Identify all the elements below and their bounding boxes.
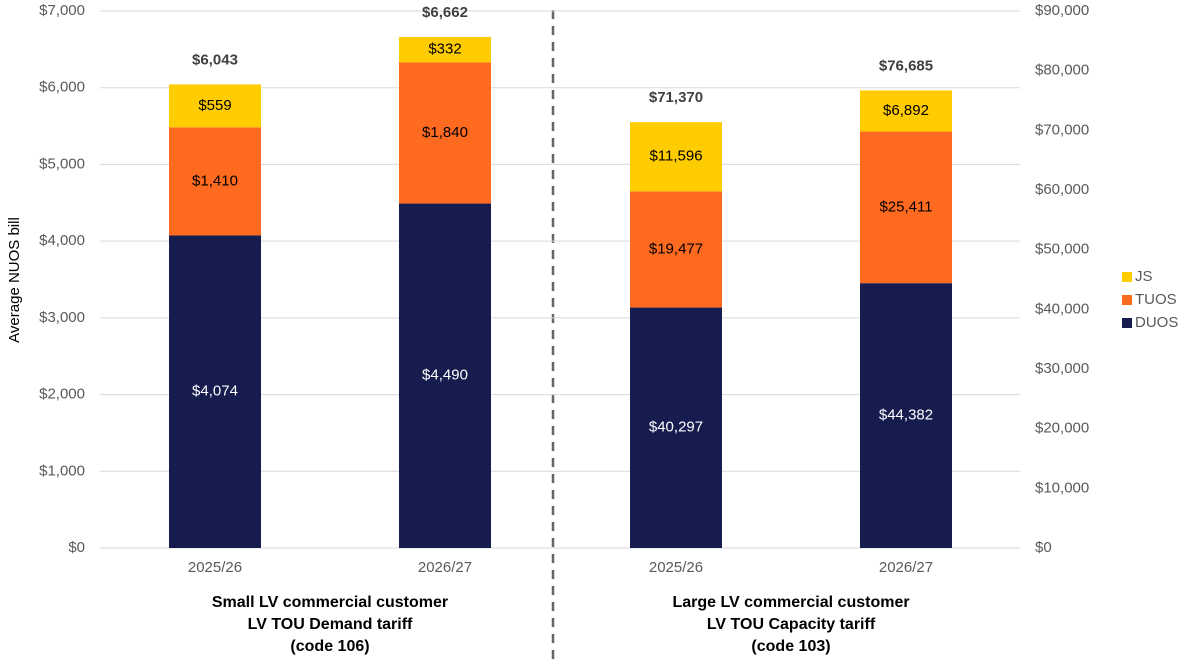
y2-tick-label: $80,000 [1035, 62, 1089, 79]
x-tick-label: 2026/27 [879, 559, 933, 576]
total-label: $71,370 [649, 89, 703, 106]
x-tick-label: 2025/26 [188, 559, 242, 576]
y-tick-label: $4,000 [39, 232, 85, 249]
y-tick-label: $7,000 [39, 2, 85, 19]
legend-label: TUOS [1135, 291, 1177, 308]
bar-segment [630, 122, 722, 192]
legend-swatch [1122, 318, 1132, 328]
bar-segment [860, 283, 952, 548]
value-label: $25,411 [879, 198, 932, 215]
legend-swatch [1122, 272, 1132, 282]
group-label: LV TOU Capacity tariff [707, 616, 876, 633]
total-label: $6,043 [192, 51, 238, 68]
y-tick-label: $0 [68, 539, 85, 556]
bar-segment [169, 84, 261, 128]
legend-label: DUOS [1135, 314, 1178, 331]
y2-tick-label: $30,000 [1035, 360, 1089, 377]
value-label: $40,297 [649, 419, 703, 436]
bar-segment [169, 127, 261, 236]
group-label: Large LV commercial customer [672, 594, 909, 611]
bar-segment [399, 203, 491, 548]
value-label: $332 [428, 41, 461, 58]
y2-tick-label: $40,000 [1035, 300, 1089, 317]
value-label: $4,074 [192, 383, 238, 400]
group-label: Small LV commercial customer [212, 594, 448, 611]
y2-tick-label: $50,000 [1035, 241, 1089, 258]
x-tick-label: 2025/26 [649, 559, 703, 576]
legend-label: JS [1135, 268, 1153, 285]
value-label: $4,490 [422, 367, 468, 384]
total-label: $76,685 [879, 57, 933, 74]
y2-tick-label: $70,000 [1035, 121, 1089, 138]
bar-segment [169, 235, 261, 548]
value-label: $44,382 [879, 407, 933, 424]
group-label: (code 106) [290, 638, 369, 655]
x-tick-label: 2026/27 [418, 559, 472, 576]
legend-swatch [1122, 295, 1132, 305]
value-label: $1,410 [192, 172, 238, 189]
total-label: $6,662 [422, 4, 468, 21]
bar-segment [399, 62, 491, 204]
y2-tick-label: $60,000 [1035, 181, 1089, 198]
y-tick-label: $1,000 [39, 462, 85, 479]
value-label: $6,892 [883, 102, 929, 119]
group-label: (code 103) [751, 638, 830, 655]
value-label: $559 [198, 97, 231, 114]
y-tick-label: $2,000 [39, 386, 85, 403]
group-label: LV TOU Demand tariff [248, 616, 413, 633]
value-label: $19,477 [649, 240, 703, 257]
y2-tick-label: $90,000 [1035, 2, 1089, 19]
value-label: $1,840 [422, 124, 468, 141]
y-tick-label: $3,000 [39, 309, 85, 326]
y-tick-label: $5,000 [39, 155, 85, 172]
bar-segment [860, 131, 952, 284]
bar-segment [399, 36, 491, 63]
y-axis-title: Average NUOS bill [6, 217, 23, 343]
bar-segment [630, 191, 722, 308]
y2-tick-label: $10,000 [1035, 479, 1089, 496]
value-label: $11,596 [649, 148, 702, 165]
bar-segment [860, 90, 952, 132]
bar-segment [630, 307, 722, 548]
y2-tick-label: $0 [1035, 539, 1052, 556]
y2-tick-label: $20,000 [1035, 420, 1089, 437]
y-tick-label: $6,000 [39, 79, 85, 96]
